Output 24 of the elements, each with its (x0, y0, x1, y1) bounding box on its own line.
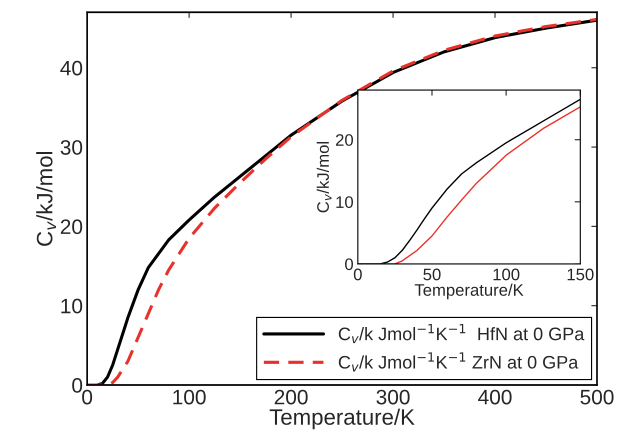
y-tick-label: 0 (345, 258, 354, 270)
y-axis-title: C$_{v}$/kJ/mol (316, 142, 332, 212)
y-tick-label: 10 (336, 196, 354, 208)
x-tick-label: 400 (478, 390, 512, 404)
y-axis-title: C$_{v}$/kJ/mol (36, 152, 56, 246)
x-tick-label: 0 (82, 390, 92, 404)
y-tick-label: 10 (61, 298, 82, 314)
y-tick-label: 20 (336, 134, 354, 146)
legend-label: C$_{v}$/k Jmol$^{−1}$K$^{−1}$ ZrN at 0 GPa (338, 352, 578, 372)
y-tick-label: 20 (60, 219, 82, 234)
x-tick-label: 300 (376, 390, 410, 404)
x-tick-label: 100 (494, 268, 520, 280)
y-tick-label: 40 (60, 60, 82, 76)
legend-label: C$_{v}$/k Jmol$^{−1}$K$^{−1}$ HfN at 0 GPa (338, 324, 584, 344)
x-tick-label: 50 (423, 268, 441, 280)
x-tick-label: 200 (274, 390, 308, 404)
x-tick-label: 100 (173, 390, 206, 404)
x-tick-label: 500 (580, 390, 614, 404)
y-tick-label: 30 (60, 140, 82, 155)
x-axis-title: Temperature/K (414, 284, 524, 300)
x-tick-label: 0 (354, 268, 362, 280)
x-tick-label: 150 (568, 268, 594, 280)
x-axis-title: Temperature/K (270, 408, 415, 430)
y-tick-label: 0 (72, 378, 82, 393)
